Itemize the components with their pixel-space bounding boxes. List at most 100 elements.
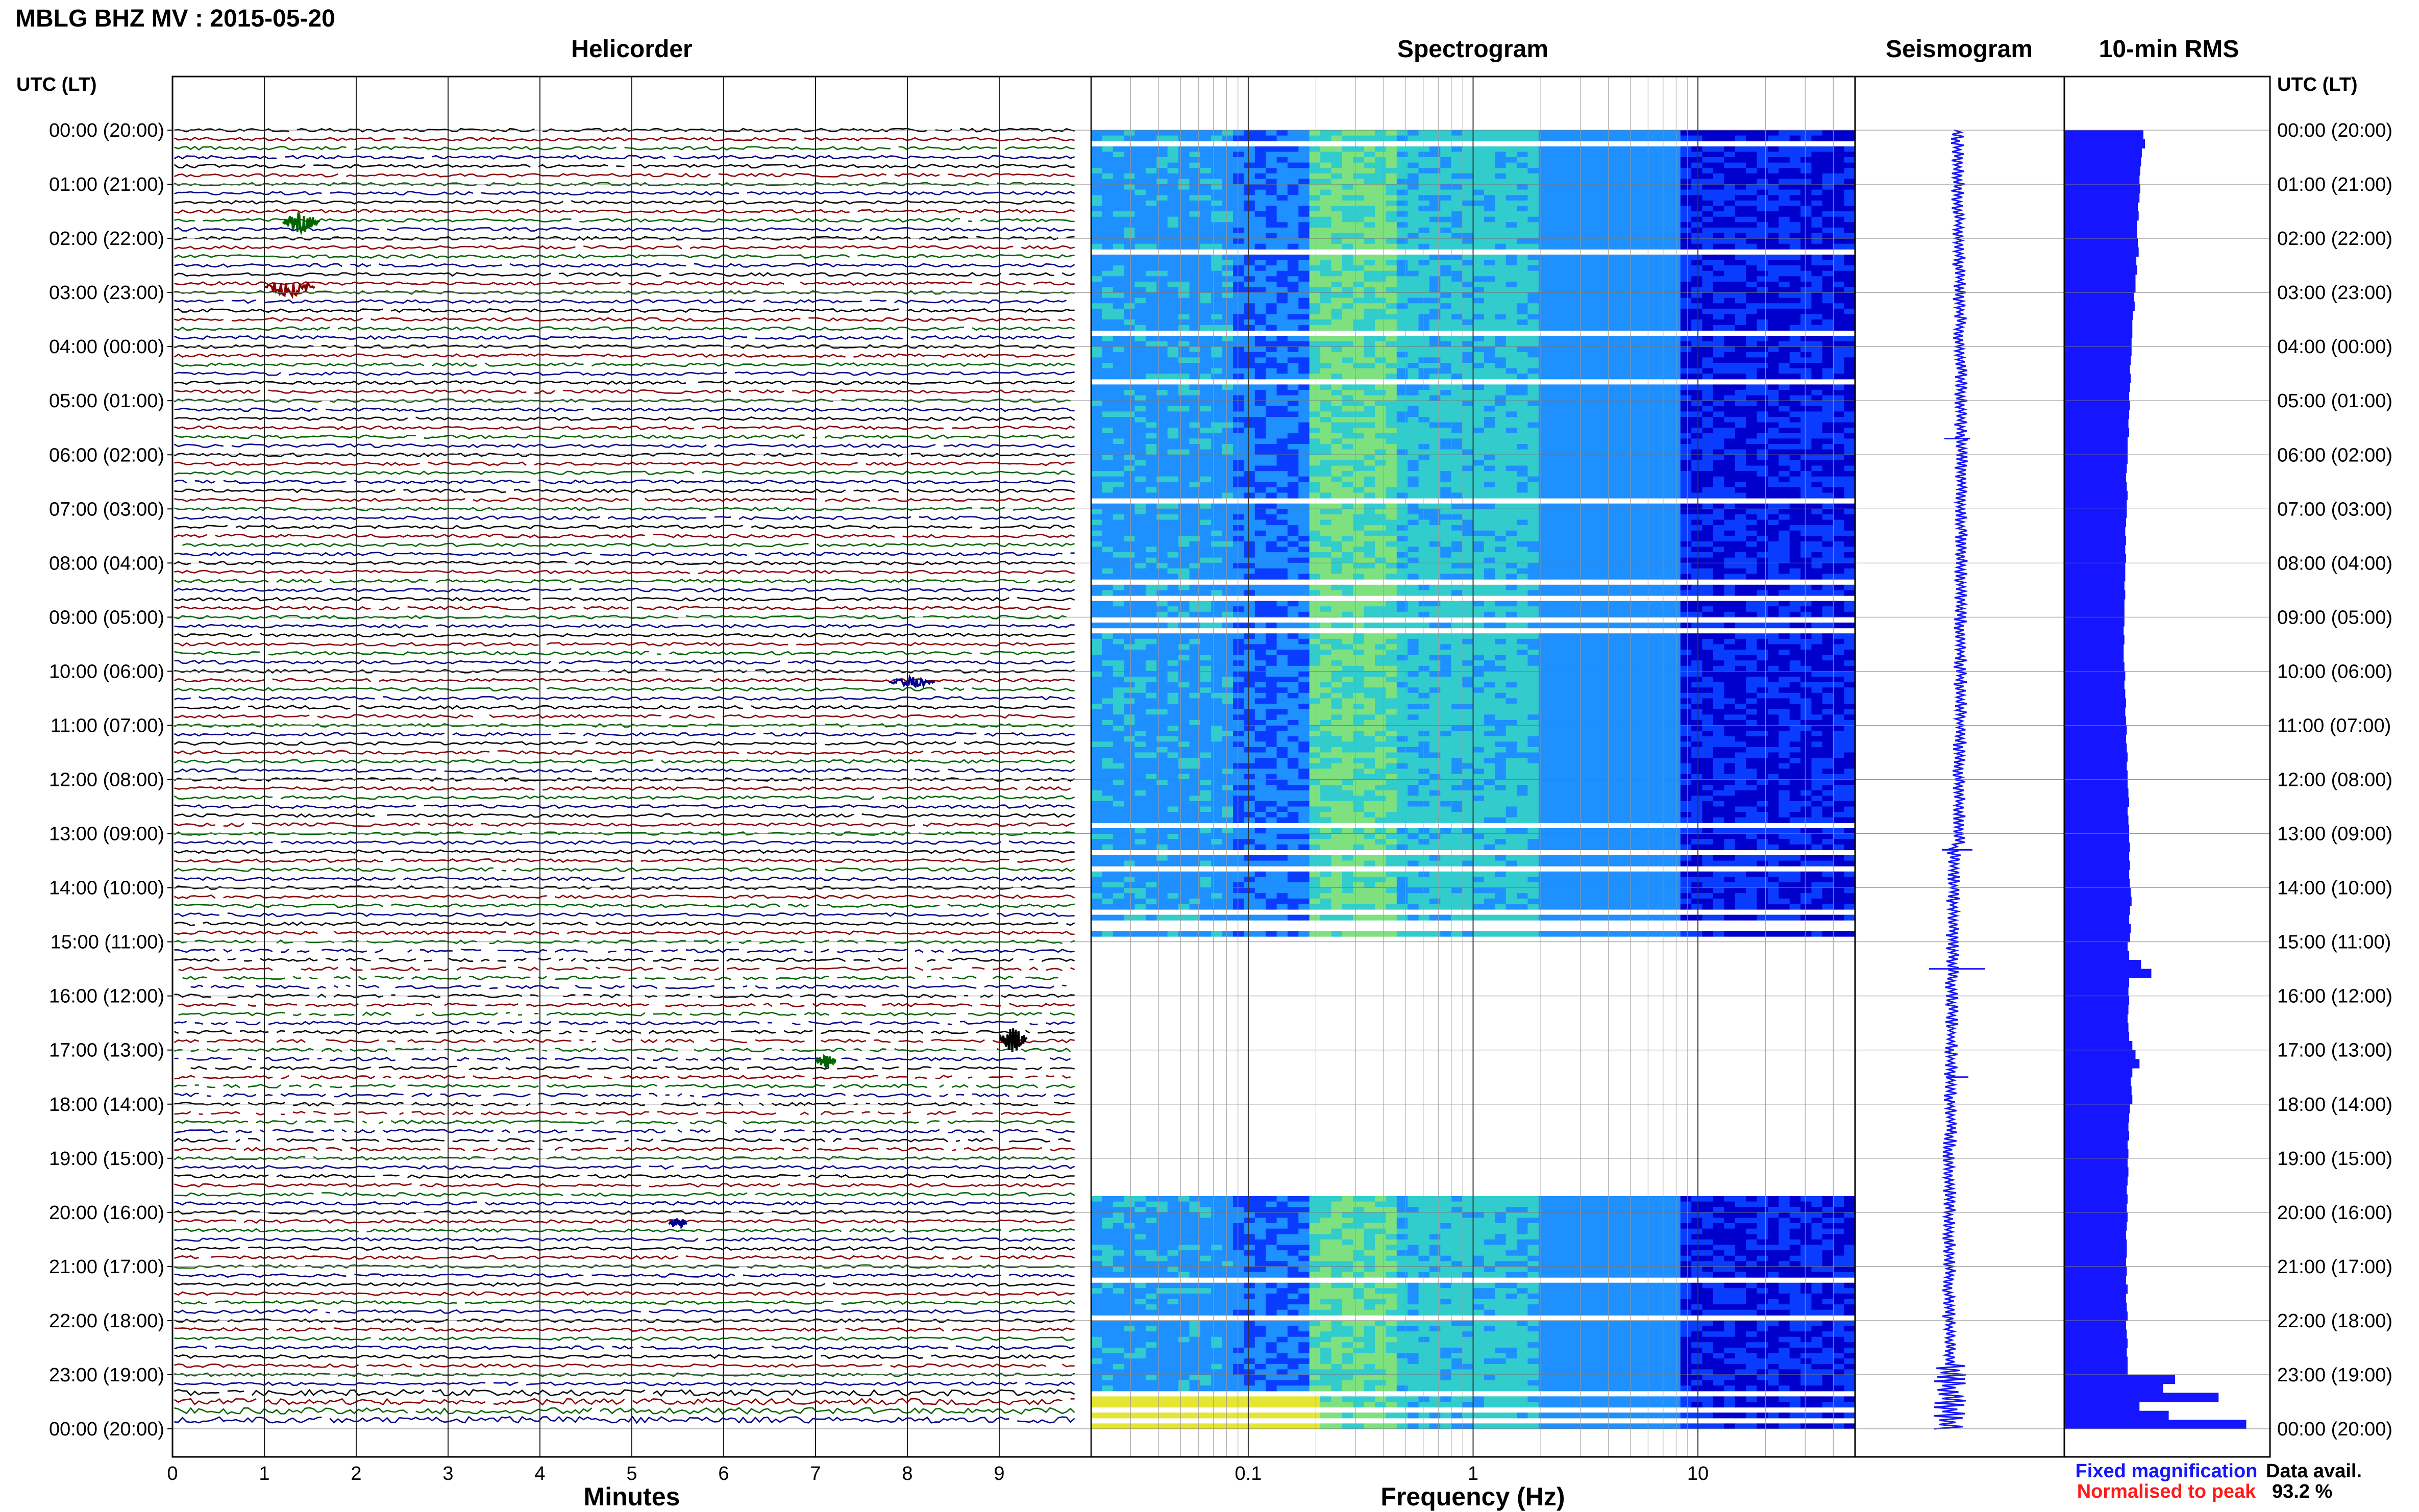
spectrogram-cell <box>1757 200 1768 207</box>
spectrogram-cell <box>1647 460 1659 466</box>
spectrogram-cell <box>1822 298 1834 304</box>
spectrogram-cell <box>1364 146 1375 152</box>
spectrogram-cell <box>1593 460 1605 466</box>
spectrogram-cell <box>1779 265 1790 271</box>
spectrogram-cell <box>1266 509 1277 515</box>
spectrogram-cell <box>1145 233 1157 239</box>
spectrogram-cell <box>1386 260 1397 266</box>
spectrogram-cell <box>1757 298 1768 304</box>
spectrogram-cell <box>1473 319 1485 326</box>
spectrogram-cell <box>1244 514 1255 520</box>
spectrogram-cell <box>1844 200 1856 207</box>
spectrogram-cell <box>1298 265 1310 271</box>
spectrogram-cell <box>1637 492 1648 499</box>
spectrogram-cell <box>1538 449 1550 455</box>
spectrogram-cell <box>1298 509 1310 515</box>
spectrogram-cell <box>1266 254 1277 261</box>
spectrogram-cell <box>1254 401 1266 407</box>
spectrogram-cell <box>1789 233 1801 239</box>
spectrogram-cell <box>1767 227 1779 234</box>
spectrogram-cell <box>1800 487 1812 493</box>
spectrogram-cell <box>1124 336 1136 342</box>
spectrogram-cell <box>1254 298 1266 304</box>
spectrogram-cell <box>1615 298 1626 304</box>
spectrogram-cell <box>1615 270 1626 277</box>
spectrogram-cell <box>1517 189 1528 195</box>
spectrogram-cell <box>1811 238 1823 244</box>
spectrogram-cell <box>1200 298 1212 304</box>
spectrogram-cell <box>1211 265 1223 271</box>
spectrogram-cell <box>1647 449 1659 455</box>
spectrogram-cell <box>1102 384 1114 390</box>
spectrogram-cell <box>1440 346 1452 353</box>
spectrogram-cell <box>1800 189 1812 195</box>
spectrogram-cell <box>1779 352 1790 358</box>
spectrogram-cell <box>1091 428 1102 434</box>
spectrogram-cell <box>1517 487 1528 493</box>
spectrogram-cell <box>1134 492 1146 499</box>
spectrogram-cell <box>1680 314 1692 320</box>
spectrogram-cell <box>1167 417 1179 423</box>
spectrogram-cell <box>1156 195 1168 201</box>
spectrogram-cell <box>1571 216 1583 222</box>
spectrogram-cell <box>1473 298 1485 304</box>
spectrogram-cell <box>1637 346 1648 353</box>
spectrogram-cell <box>1429 352 1441 358</box>
spectrogram-cell <box>1276 195 1288 201</box>
spectrogram-cell <box>1178 270 1190 277</box>
spectrogram-cell <box>1604 476 1616 482</box>
spectrogram-cell <box>1789 455 1801 461</box>
spectrogram-cell <box>1233 146 1244 152</box>
spectrogram-cell <box>1102 449 1114 455</box>
spectrogram-cell <box>1418 471 1430 477</box>
spectrogram-cell <box>1167 476 1179 482</box>
spectrogram-cell <box>1637 238 1648 244</box>
spectrogram-cell <box>1342 157 1353 163</box>
spectrogram-cell <box>1462 401 1474 407</box>
spectrogram-cell <box>1156 184 1168 190</box>
spectrogram-cell <box>1604 233 1616 239</box>
spectrogram-cell <box>1266 363 1277 369</box>
spectrogram-cell <box>1233 206 1244 212</box>
spectrogram-cell <box>1211 254 1223 261</box>
spectrogram-cell <box>1254 449 1266 455</box>
spectrogram-cell <box>1462 460 1474 466</box>
spectrogram-cell <box>1604 455 1616 461</box>
spectrogram-cell <box>1767 162 1779 168</box>
spectrogram-cell <box>1309 292 1321 299</box>
spectrogram-cell <box>1396 298 1408 304</box>
spectrogram-cell <box>1145 336 1157 342</box>
spectrogram-cell <box>1582 476 1594 482</box>
spectrogram-cell <box>1124 254 1136 261</box>
spectrogram-cell <box>1724 227 1736 234</box>
spectrogram-cell <box>1156 319 1168 326</box>
spectrogram-cell <box>1691 363 1703 369</box>
spectrogram-cell <box>1713 270 1724 277</box>
spectrogram-cell <box>1178 514 1190 520</box>
spectrogram-cell <box>1211 189 1223 195</box>
spectrogram-cell <box>1189 195 1201 201</box>
spectrogram-cell <box>1582 238 1594 244</box>
spectrogram-cell <box>1582 308 1594 315</box>
spectrogram-cell <box>1167 411 1179 417</box>
spectrogram-cell <box>1746 476 1758 482</box>
spectrogram-cell <box>1833 487 1845 493</box>
spectrogram-cell <box>1844 417 1856 423</box>
spectrogram-cell <box>1440 200 1452 207</box>
spectrogram-cell <box>1604 519 1616 526</box>
spectrogram-cell <box>1495 222 1507 228</box>
spectrogram-cell <box>1113 455 1124 461</box>
spectrogram-cell <box>1844 519 1856 526</box>
spectrogram-cell <box>1593 438 1605 444</box>
spectrogram-cell <box>1505 465 1517 472</box>
spectrogram-cell <box>1789 519 1801 526</box>
spectrogram-cell <box>1091 519 1102 526</box>
spectrogram-cell <box>1462 162 1474 168</box>
spectrogram-cell <box>1145 401 1157 407</box>
spectrogram-cell <box>1462 492 1474 499</box>
spectrogram-cell <box>1582 298 1594 304</box>
spectrogram-cell <box>1429 130 1441 136</box>
spectrogram-cell <box>1680 363 1692 369</box>
spectrogram-cell <box>1811 465 1823 472</box>
spectrogram-cell <box>1779 168 1790 174</box>
